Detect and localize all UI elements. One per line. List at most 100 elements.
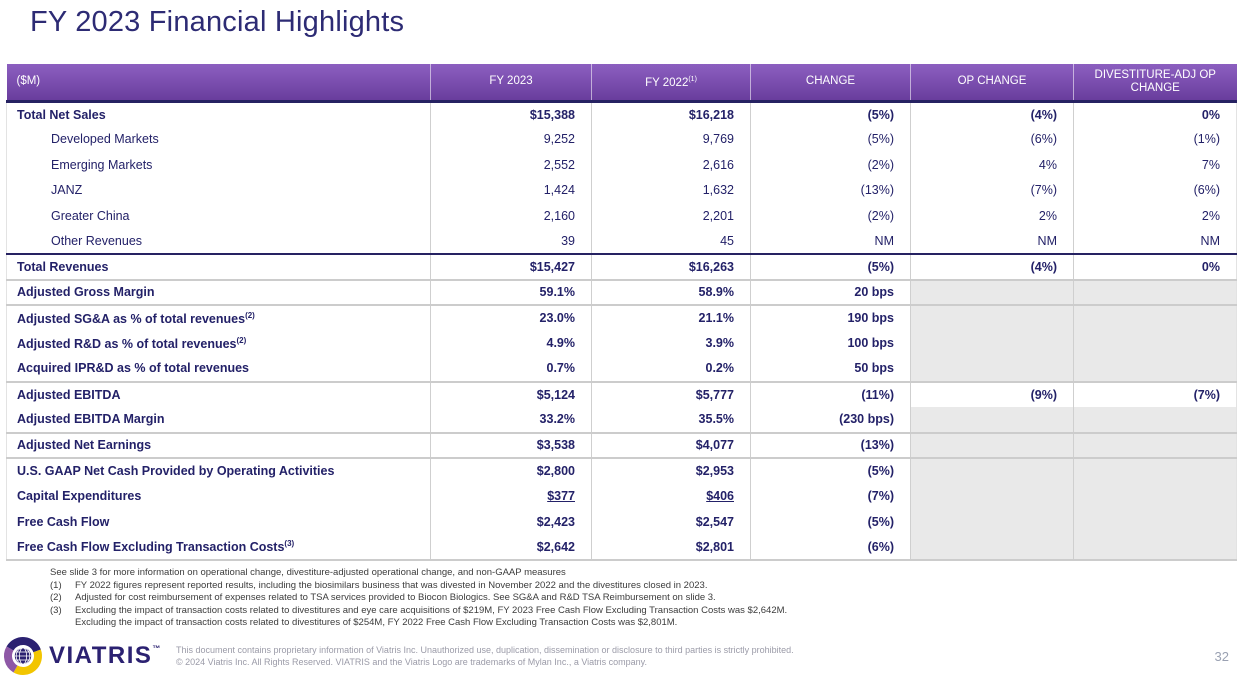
value-cell: 2,201	[591, 203, 751, 229]
value-cell: $4,077	[591, 431, 751, 458]
cell-value: 4%	[1038, 157, 1057, 172]
value-cell: $2,953	[591, 457, 751, 484]
row-label-cell: Capital Expenditures	[6, 483, 431, 509]
cell-value: 4.9%	[546, 336, 576, 351]
cell-value: 2%	[1201, 208, 1220, 223]
row-label: Free Cash Flow	[17, 514, 110, 529]
table-row: Adjusted Gross Margin 59.1% 58.9% 20 bps	[6, 278, 1237, 305]
value-cell: (7%)	[910, 177, 1074, 203]
value-cell: 1,632	[591, 177, 751, 203]
value-cell: 21.1%	[591, 304, 751, 331]
row-label: JANZ	[51, 183, 83, 198]
viatris-logo: VIATRIS ™	[2, 635, 160, 677]
cell-value: (5%)	[867, 132, 894, 147]
cell-value: (5%)	[867, 107, 894, 122]
cell-value: (2%)	[867, 208, 894, 223]
cell-value: (230 bps)	[839, 412, 894, 427]
footnotes: See slide 3 for more information on oper…	[50, 567, 1200, 630]
disclaimer-line1: This document contains proprietary infor…	[176, 645, 794, 655]
table-row: Free Cash Flow $2,423 $2,547 (5%)	[6, 509, 1237, 535]
header-cell-fy2023: FY 2023	[430, 64, 592, 103]
cell-value: 0.7%	[546, 361, 576, 376]
table-row: U.S. GAAP Net Cash Provided by Operating…	[6, 457, 1237, 484]
table-row: Total Net Sales $15,388 $16,218 (5%) (4%) 0%	[6, 101, 1237, 127]
cell-value: (4%)	[1030, 259, 1057, 274]
value-cell: 58.9%	[591, 278, 751, 305]
value-cell: (11%)	[750, 380, 911, 407]
value-cell: 39	[430, 228, 592, 254]
row-label-cell: Adjusted EBITDA Margin	[6, 407, 431, 433]
row-label: Acquired IPR&D as % of total revenues	[17, 361, 250, 376]
cell-value: $5,124	[536, 387, 575, 402]
value-cell	[1073, 483, 1237, 509]
cell-value: (13%)	[860, 183, 894, 198]
footnote-number: (2)	[50, 592, 62, 603]
disclaimer-line2: © 2024 Viatris Inc. All Rights Reserved.…	[176, 656, 648, 667]
cell-value: $3,538	[536, 438, 575, 453]
cell-value: NM	[874, 233, 894, 248]
cell-value: (5%)	[867, 259, 894, 274]
value-cell: NM	[1073, 228, 1237, 254]
cell-value: 2,616	[702, 157, 734, 172]
trademark-symbol: ™	[152, 643, 161, 653]
row-label-cell: U.S. GAAP Net Cash Provided by Operating…	[6, 457, 431, 484]
value-cell: (4%)	[910, 101, 1074, 127]
table-row: Adjusted Net Earnings $3,538 $4,077 (13%)	[6, 431, 1237, 458]
table-row: Acquired IPR&D as % of total revenues 0.7…	[6, 356, 1237, 382]
value-cell: (230 bps)	[750, 407, 911, 433]
value-cell	[1073, 431, 1237, 458]
value-cell: $2,547	[591, 509, 751, 535]
value-cell: 100 bps	[750, 330, 911, 356]
value-cell: (2%)	[750, 152, 911, 178]
value-cell: (6%)	[750, 534, 911, 561]
cell-value: 39	[561, 233, 575, 248]
cell-value: $2,953	[695, 464, 734, 479]
value-cell: $15,427	[430, 253, 592, 280]
row-label: Adjusted SG&A as % of total revenues	[17, 311, 246, 326]
cell-value: (6%)	[867, 539, 894, 554]
cell-value: 1,424	[543, 183, 575, 198]
value-cell: 4%	[910, 152, 1074, 178]
value-cell	[910, 356, 1074, 382]
cell-value: 33.2%	[539, 412, 575, 427]
footnote-item: (1) FY 2022 figures represent reported r…	[50, 580, 1200, 593]
cell-value: (6%)	[1193, 183, 1220, 198]
cell-value: 23.0%	[539, 311, 575, 326]
value-cell: 4.9%	[430, 330, 592, 356]
value-cell	[910, 304, 1074, 331]
footnote-text-line1: Excluding the impact of transaction cost…	[75, 604, 788, 616]
cell-value: $2,423	[536, 514, 575, 529]
value-cell	[1073, 457, 1237, 484]
header-cell-op-change: OP CHANGE	[910, 64, 1074, 103]
value-cell	[910, 407, 1074, 433]
cell-value: 2,552	[543, 157, 575, 172]
table-row: Greater China 2,160 2,201 (2%) 2% 2%	[6, 203, 1237, 229]
cell-value: 100 bps	[847, 336, 894, 351]
row-label-cell: Free Cash Flow Excluding Transaction Cos…	[6, 534, 431, 561]
cell-value: 21.1%	[698, 311, 734, 326]
cell-value: NM	[1037, 233, 1057, 248]
value-cell: (5%)	[750, 126, 911, 152]
cell-value: (7%)	[1193, 387, 1220, 402]
value-cell	[1073, 407, 1237, 433]
row-label: Free Cash Flow Excluding Transaction Cos…	[17, 540, 285, 555]
value-cell: 9,252	[430, 126, 592, 152]
footnote-text: FY 2022 figures represent reported resul…	[75, 579, 708, 591]
row-label-cell: Adjusted R&D as % of total revenues(2)	[6, 330, 431, 356]
value-cell: $2,800	[430, 457, 592, 484]
cell-value: $2,801	[695, 539, 734, 554]
row-label-cell: Total Net Sales	[6, 101, 431, 127]
value-cell	[910, 483, 1074, 509]
footnote-ref: (2)	[245, 310, 255, 320]
row-label-cell: Emerging Markets	[6, 152, 431, 178]
cell-value: 0%	[1201, 107, 1220, 122]
row-label-cell: Other Revenues	[6, 228, 431, 254]
table-row: Adjusted SG&A as % of total revenues(2) 2…	[6, 304, 1237, 331]
row-label: Adjusted Net Earnings	[17, 438, 152, 453]
value-cell: 35.5%	[591, 407, 751, 433]
value-cell: 2,160	[430, 203, 592, 229]
financial-highlights-table: ($M) FY 2023 FY 2022(1) CHANGE OP CHANGE…	[6, 64, 1237, 561]
cell-value: (11%)	[861, 387, 894, 402]
cell-value: 50 bps	[854, 361, 894, 376]
